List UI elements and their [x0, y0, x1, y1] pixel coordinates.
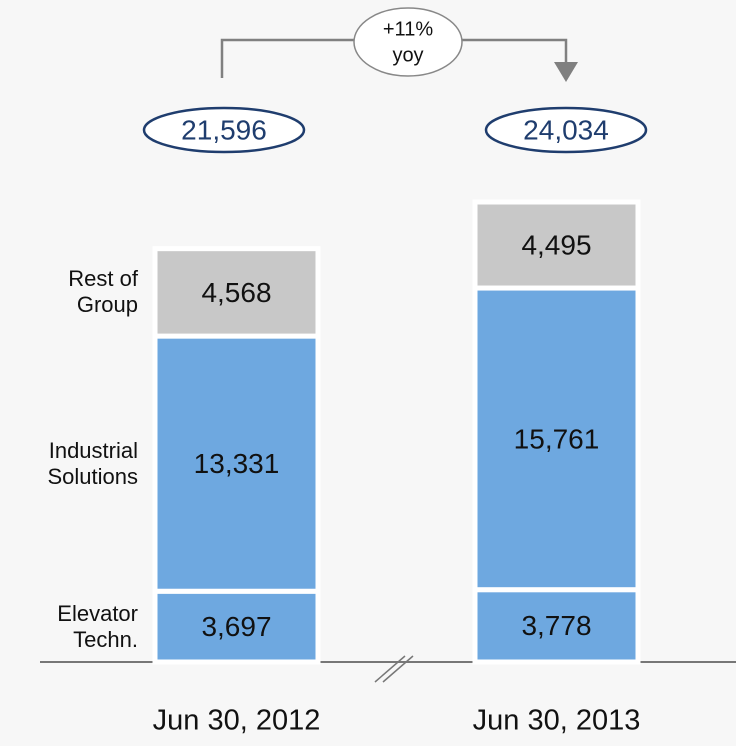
value-label: 13,331 — [194, 448, 280, 479]
bar-segment — [152, 588, 321, 665]
x-tick-label: Jun 30, 2012 — [153, 705, 321, 737]
axis-break — [374, 655, 406, 683]
change-label: +11% — [383, 18, 433, 40]
change-note: yoy — [392, 44, 423, 66]
total-oval — [484, 106, 648, 154]
change-arrowhead — [554, 62, 578, 82]
bar-segment — [472, 285, 641, 593]
value-label: 3,778 — [521, 610, 591, 641]
legend-label: Rest of Group — [68, 266, 138, 318]
legend-label: Industrial Solutions — [47, 437, 138, 489]
bar-segment — [472, 199, 641, 291]
bar-segment — [152, 246, 321, 339]
bar-segment — [152, 333, 321, 594]
change-bubble — [353, 7, 463, 77]
value-label: 3,697 — [201, 611, 271, 642]
axis-break — [382, 655, 414, 683]
value-label: 4,495 — [521, 229, 591, 260]
legend-label: Elevator Techn. — [57, 600, 138, 652]
value-label: 15,761 — [514, 423, 600, 454]
x-tick-label: Jun 30, 2013 — [473, 705, 641, 737]
total-label: 21,596 — [181, 114, 267, 145]
total-oval — [142, 106, 306, 154]
bar-segment — [472, 587, 641, 665]
total-label: 24,034 — [523, 114, 609, 145]
value-label: 4,568 — [201, 277, 271, 308]
